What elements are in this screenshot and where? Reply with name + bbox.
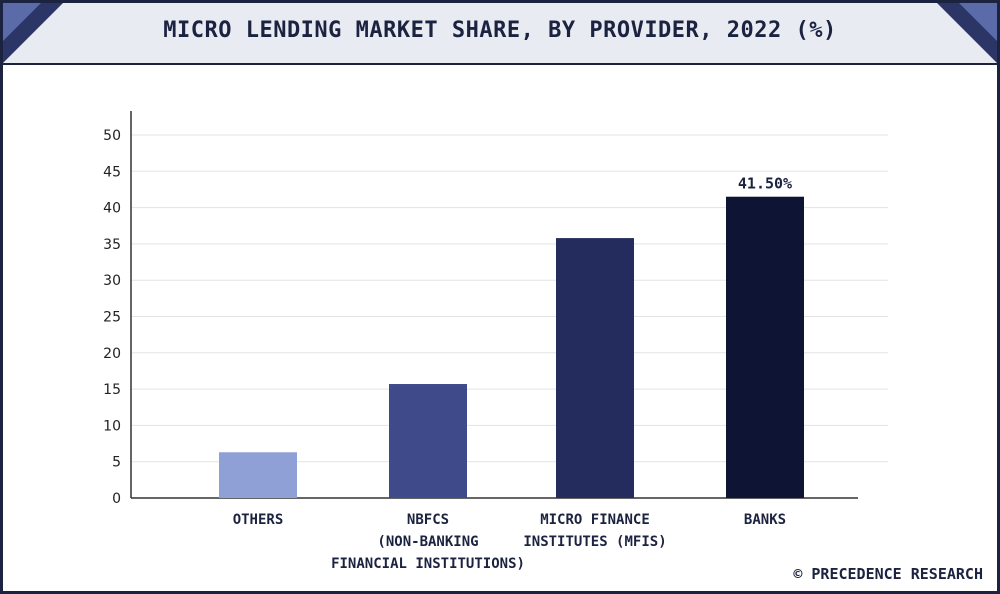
chart-title: MICRO LENDING MARKET SHARE, BY PROVIDER,…: [163, 18, 837, 43]
bar-chart: 0 5 10 15 20 25 30 35 40 45 50 OTHERS NBFCS (NON-BANK…: [103, 111, 888, 572]
y-tick-label: 15: [103, 382, 121, 398]
corner-decoration-left-inner: [3, 3, 41, 41]
y-tick-label: 30: [103, 273, 121, 289]
corner-decoration-right-inner: [959, 3, 997, 41]
y-tick-label: 0: [112, 491, 121, 507]
x-category-label: OTHERS: [233, 512, 284, 528]
y-tick-label: 35: [103, 237, 121, 253]
y-tick-label: 20: [103, 346, 121, 362]
y-tick-label: 25: [103, 310, 121, 326]
y-tick-label: 50: [103, 128, 121, 144]
bar: [219, 452, 297, 498]
watermark: © PRECEDENCE RESEARCH: [793, 565, 983, 583]
data-label: 41.50%: [738, 175, 792, 193]
y-tick-label: 10: [103, 418, 121, 434]
y-tick-label: 5: [112, 455, 121, 471]
y-tick-label: 40: [103, 201, 121, 217]
x-category-label: MICRO FINANCE INSTITUTES (MFIS): [523, 512, 666, 550]
x-category-label: NBFCS (NON-BANKING FINANCIAL INSTITUTIONS): [331, 512, 525, 572]
bar: [726, 196, 804, 498]
title-band: MICRO LENDING MARKET SHARE, BY PROVIDER,…: [3, 3, 997, 65]
bar: [389, 384, 467, 498]
x-category-label: BANKS: [744, 512, 786, 528]
y-tick-label: 45: [103, 164, 121, 180]
bar: [556, 238, 634, 499]
